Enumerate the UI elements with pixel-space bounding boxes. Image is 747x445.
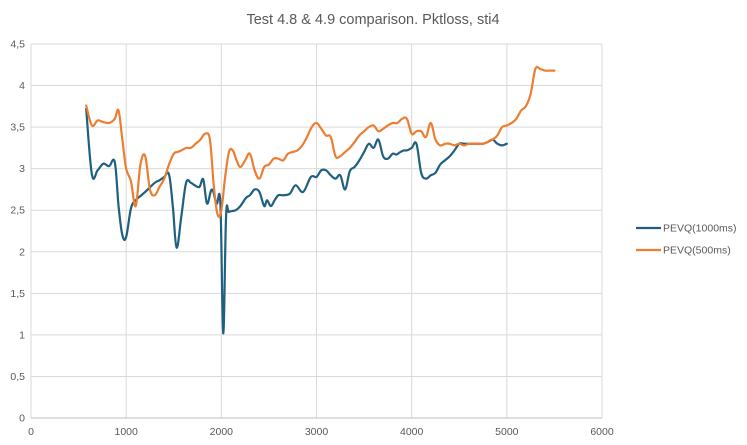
legend: PEVQ(1000ms) PEVQ(500ms) <box>636 223 737 257</box>
chart-title: Test 4.8 & 4.9 comparison. Pktloss, sti4 <box>246 12 499 28</box>
legend-label-pevq-500ms: PEVQ(500ms) <box>663 245 731 257</box>
legend-label-pevq-1000ms: PEVQ(1000ms) <box>663 223 737 235</box>
grid <box>30 43 603 419</box>
x-tick-label: 5000 <box>495 426 519 438</box>
x-tick-label: 2000 <box>210 426 234 438</box>
y-tick-label: 4 <box>19 80 25 92</box>
y-tick-label: 1,5 <box>10 288 25 300</box>
y-tick-label: 2 <box>19 246 25 258</box>
y-tick-label: 0,5 <box>10 371 25 383</box>
x-tick-label: 6000 <box>590 426 614 438</box>
y-tick-label: 3 <box>19 163 25 175</box>
x-tick-label: 3000 <box>305 426 329 438</box>
y-tick-label: 1 <box>19 329 25 341</box>
series-line-pevq-500ms <box>85 65 556 218</box>
series-lines <box>85 65 556 335</box>
y-tick-label: 2,5 <box>10 205 25 217</box>
y-tick-label: 4,5 <box>10 39 25 51</box>
x-tick-label: 1000 <box>114 426 138 438</box>
x-tick-label: 4000 <box>400 426 424 438</box>
y-tick-label: 3,5 <box>10 122 25 134</box>
y-tick-label: 0 <box>19 413 25 425</box>
axes: 0 0,5 1 1,5 2 2,5 3 3,5 4 4,5 0 1000 2000 3000 4000 500… <box>10 39 613 439</box>
series-line-pevq-1000ms <box>85 107 508 335</box>
x-tick-label: 0 <box>28 426 34 438</box>
